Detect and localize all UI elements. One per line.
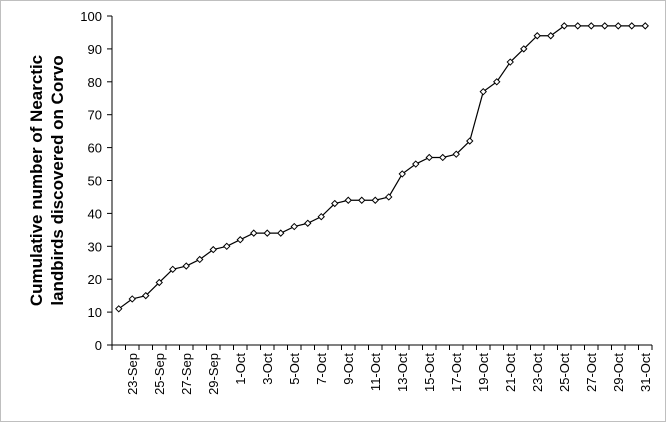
- y-tick-label: 20: [88, 272, 102, 287]
- data-point: [250, 229, 258, 237]
- y-tick-label: 0: [95, 338, 102, 353]
- data-point: [398, 170, 406, 178]
- x-tick-label: 3-Oct: [260, 353, 275, 385]
- data-point: [142, 291, 150, 300]
- data-point: [628, 22, 636, 30]
- x-tick-label: 19-Oct: [476, 353, 491, 392]
- data-point: [601, 22, 609, 30]
- data-point: [358, 196, 366, 204]
- data-point: [223, 242, 231, 251]
- data-point: [196, 255, 204, 264]
- data-point: [614, 22, 622, 30]
- y-tick-label: 60: [88, 141, 102, 156]
- data-point: [520, 45, 528, 53]
- x-tick-label: 9-Oct: [341, 353, 356, 385]
- data-point: [277, 229, 285, 237]
- data-point: [587, 22, 595, 30]
- data-point: [155, 278, 163, 287]
- y-tick-label: 10: [88, 305, 102, 320]
- x-tick-label: 25-Sep: [152, 353, 167, 395]
- data-point: [344, 196, 352, 204]
- data-point: [290, 222, 298, 231]
- x-tick-label: 17-Oct: [449, 353, 464, 392]
- y-tick-label: 100: [80, 9, 102, 24]
- data-point: [466, 137, 474, 145]
- data-point: [182, 262, 190, 270]
- data-point: [317, 212, 325, 221]
- x-tick-label: 31-Oct: [638, 353, 653, 392]
- x-tick-label: 13-Oct: [395, 353, 410, 392]
- x-tick-label: 15-Oct: [422, 353, 437, 392]
- y-tick-label: 90: [88, 42, 102, 57]
- data-point: [412, 160, 420, 168]
- data-point: [493, 78, 501, 86]
- data-point: [385, 193, 393, 201]
- data-point: [574, 22, 582, 30]
- data-point: [371, 196, 379, 204]
- x-tick-label: 7-Oct: [314, 353, 329, 385]
- x-tick-label: 27-Sep: [179, 353, 194, 395]
- y-tick-label: 50: [88, 174, 102, 189]
- x-tick-label: 29-Sep: [206, 353, 221, 395]
- data-point: [209, 245, 217, 254]
- x-tick-label: 23-Oct: [530, 353, 545, 392]
- data-point: [641, 22, 649, 30]
- series-line: [118, 25, 646, 310]
- x-tick-label: 25-Oct: [557, 353, 572, 392]
- y-axis-title-line-2: landbirds discovered on Corvo: [48, 55, 67, 305]
- data-point: [169, 265, 177, 274]
- data-point: [439, 153, 447, 162]
- y-tick-label: 30: [88, 239, 102, 254]
- data-point: [533, 32, 541, 40]
- y-tick-label: 40: [88, 206, 102, 221]
- x-tick-label: 27-Oct: [584, 353, 599, 392]
- data-point: [560, 22, 568, 30]
- x-tick-label: 5-Oct: [287, 353, 302, 385]
- data-point: [506, 58, 514, 66]
- y-axis-title-line-1: Cumulative number of Nearctic: [27, 55, 46, 306]
- x-tick-label: 1-Oct: [233, 353, 248, 385]
- x-tick-label: 21-Oct: [503, 353, 518, 392]
- data-point: [479, 87, 487, 96]
- data-point: [452, 150, 460, 158]
- y-tick-label: 80: [88, 75, 102, 90]
- data-point: [263, 229, 271, 237]
- data-point: [236, 236, 244, 244]
- data-point: [331, 199, 339, 208]
- x-tick-label: 29-Oct: [611, 353, 626, 392]
- y-tick-label: 70: [88, 108, 102, 123]
- data-point: [128, 295, 136, 303]
- data-point: [304, 219, 312, 227]
- x-tick-label: 23-Sep: [125, 353, 140, 395]
- data-point: [547, 32, 555, 40]
- x-tick-label: 11-Oct: [368, 353, 383, 391]
- data-point: [115, 305, 123, 313]
- data-point: [425, 153, 433, 162]
